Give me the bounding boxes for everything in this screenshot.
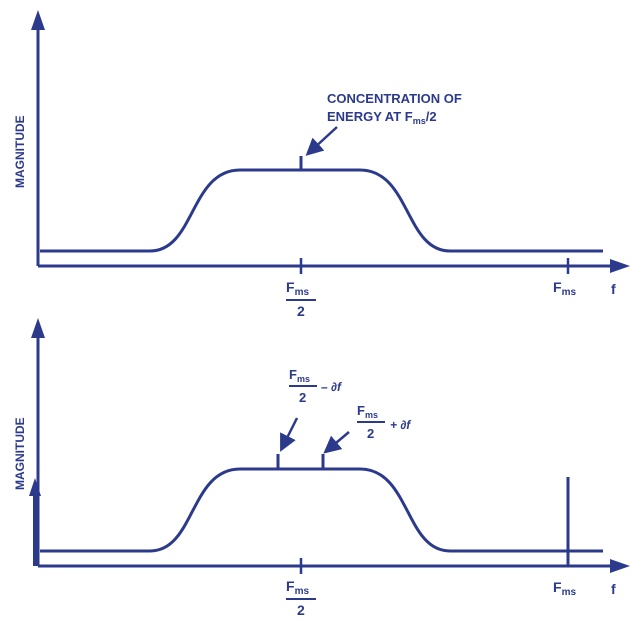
top-spectrum-curve <box>40 168 603 253</box>
top-annotation-arrow <box>305 126 338 156</box>
bottom-xlabel: f <box>611 581 616 597</box>
top-ylabel: MAGNITUDE <box>13 115 27 188</box>
bottom-dc-impulse-arrow <box>29 478 41 496</box>
top-tick-half-label: Fms 2 <box>286 279 316 319</box>
svg-text:+ ∂f: + ∂f <box>390 418 411 432</box>
bottom-minus-label: Fms 2 – ∂f <box>289 367 342 405</box>
top-tick-full-label: Fms <box>553 279 576 298</box>
svg-text:Fms: Fms <box>289 367 310 384</box>
top-y-axis-arrow <box>31 10 45 30</box>
bottom-plus-arrow <box>323 431 350 454</box>
bottom-plus-label: Fms 2 + ∂f <box>357 403 411 441</box>
svg-text:2: 2 <box>297 303 305 319</box>
bottom-tick-full-label: Fms <box>553 579 576 598</box>
bottom-panel: MAGNITUDE Fms 2 – ∂f Fms 2 + ∂f Fms <box>13 318 630 618</box>
svg-text:Fms: Fms <box>286 578 309 597</box>
bottom-tick-half-label: Fms 2 <box>286 578 316 618</box>
svg-text:2: 2 <box>297 602 305 618</box>
top-xlabel: f <box>611 281 616 297</box>
bottom-x-axis-arrow <box>610 559 630 573</box>
bottom-ylabel: MAGNITUDE <box>13 417 27 490</box>
svg-text:– ∂f: – ∂f <box>321 380 342 394</box>
svg-text:Fms: Fms <box>357 403 378 420</box>
top-annotation-line1: CONCENTRATION OF <box>327 91 462 106</box>
bottom-y-axis-arrow <box>31 318 45 338</box>
top-annotation-line2: ENERGY AT Fms/2 <box>327 109 437 126</box>
svg-text:Fms: Fms <box>286 279 309 298</box>
svg-text:2: 2 <box>299 390 306 405</box>
top-x-axis-arrow <box>610 259 630 273</box>
top-panel: MAGNITUDE CONCENTRATION OF ENERGY AT Fms… <box>13 10 630 319</box>
bottom-spectrum-curve <box>40 467 603 553</box>
bottom-minus-arrow <box>280 417 299 452</box>
svg-text:2: 2 <box>367 426 374 441</box>
